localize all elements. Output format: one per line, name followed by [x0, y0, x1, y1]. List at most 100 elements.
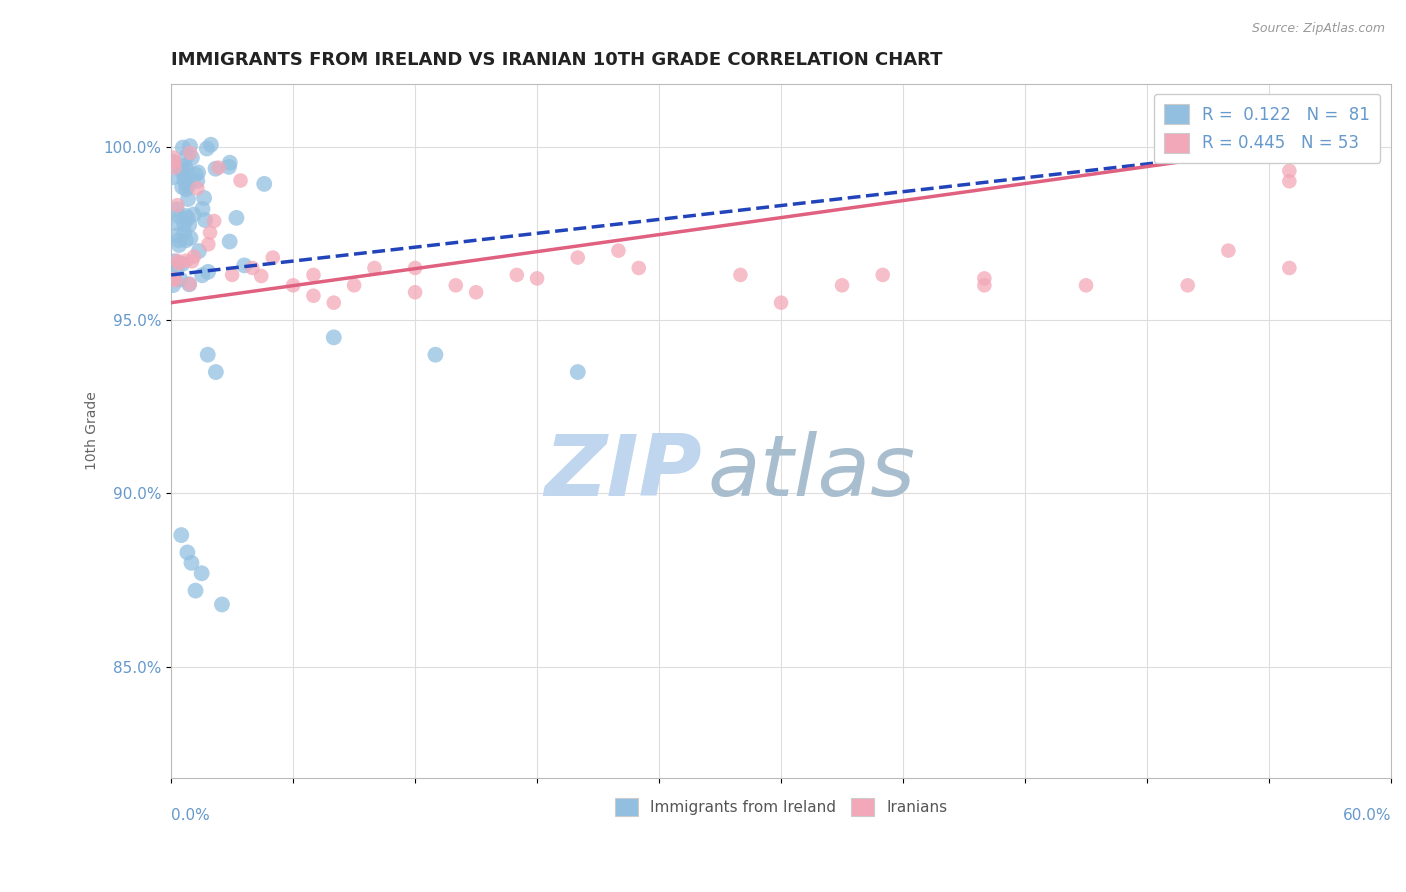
Point — [162, 151, 184, 165]
Point — [169, 210, 191, 224]
Point — [404, 260, 426, 275]
Point — [163, 161, 186, 175]
Point — [172, 165, 194, 179]
Point — [1278, 260, 1301, 275]
Point — [163, 155, 186, 169]
Point — [177, 192, 200, 206]
Point — [465, 285, 488, 300]
Text: ZIP: ZIP — [544, 431, 702, 514]
Point — [444, 278, 467, 293]
Point — [425, 348, 447, 362]
Point — [176, 162, 198, 177]
Text: atlas: atlas — [707, 431, 915, 514]
Point — [174, 182, 197, 196]
Point — [627, 260, 650, 275]
Point — [202, 214, 225, 228]
Point — [198, 226, 221, 240]
Point — [1278, 164, 1301, 178]
Point — [1177, 278, 1199, 293]
Text: 60.0%: 60.0% — [1343, 808, 1391, 823]
Point — [180, 231, 202, 245]
Point — [166, 259, 188, 273]
Point — [190, 566, 212, 581]
Point — [218, 235, 240, 249]
Point — [1218, 244, 1240, 258]
Point — [200, 137, 222, 152]
Point — [187, 165, 209, 179]
Point — [872, 268, 894, 282]
Point — [250, 268, 273, 283]
Point — [197, 237, 219, 252]
Point — [253, 177, 276, 191]
Point — [1319, 139, 1341, 153]
Point — [193, 191, 215, 205]
Point — [207, 161, 229, 175]
Point — [166, 202, 188, 217]
Point — [770, 295, 793, 310]
Point — [183, 208, 205, 222]
Point — [167, 233, 190, 247]
Point — [1319, 136, 1341, 150]
Point — [195, 141, 218, 155]
Point — [197, 348, 219, 362]
Point — [281, 278, 304, 293]
Point — [302, 289, 325, 303]
Point — [194, 213, 217, 227]
Point — [225, 211, 247, 225]
Point — [173, 159, 195, 173]
Point — [567, 251, 589, 265]
Point — [170, 162, 193, 177]
Point — [191, 202, 214, 216]
Point — [179, 218, 201, 232]
Y-axis label: 10th Grade: 10th Grade — [86, 392, 100, 470]
Point — [180, 556, 202, 570]
Point — [567, 365, 589, 379]
Point — [730, 268, 752, 282]
Point — [176, 149, 198, 163]
Point — [242, 260, 264, 275]
Point — [180, 151, 202, 165]
Point — [184, 168, 207, 182]
Point — [170, 528, 193, 542]
Point — [322, 295, 344, 310]
Point — [218, 160, 240, 174]
Point — [322, 330, 344, 344]
Point — [163, 254, 186, 268]
Point — [211, 598, 233, 612]
Point — [176, 545, 198, 559]
Point — [173, 217, 195, 231]
Point — [831, 278, 853, 293]
Point — [179, 277, 201, 292]
Point — [973, 271, 995, 285]
Point — [174, 209, 197, 223]
Point — [607, 244, 630, 258]
Point — [506, 268, 529, 282]
Point — [166, 228, 188, 243]
Point — [973, 278, 995, 293]
Point — [172, 141, 194, 155]
Point — [363, 260, 385, 275]
Point — [166, 198, 188, 212]
Point — [181, 254, 204, 268]
Point — [184, 583, 207, 598]
Point — [173, 172, 195, 186]
Point — [191, 268, 214, 283]
Point — [1319, 146, 1341, 161]
Point — [165, 216, 187, 230]
Point — [167, 238, 190, 252]
Text: Source: ZipAtlas.com: Source: ZipAtlas.com — [1251, 22, 1385, 36]
Point — [187, 244, 209, 258]
Point — [176, 253, 198, 268]
Point — [162, 154, 184, 169]
Point — [179, 139, 201, 153]
Point — [166, 253, 188, 268]
Point — [302, 268, 325, 282]
Text: 0.0%: 0.0% — [172, 808, 209, 823]
Legend: Immigrants from Ireland, Iranians: Immigrants from Ireland, Iranians — [609, 791, 953, 822]
Point — [233, 259, 256, 273]
Text: IMMIGRANTS FROM IRELAND VS IRANIAN 10TH GRADE CORRELATION CHART: IMMIGRANTS FROM IRELAND VS IRANIAN 10TH … — [172, 51, 942, 69]
Point — [162, 272, 184, 286]
Point — [162, 278, 184, 293]
Point — [176, 211, 198, 226]
Point — [221, 268, 243, 282]
